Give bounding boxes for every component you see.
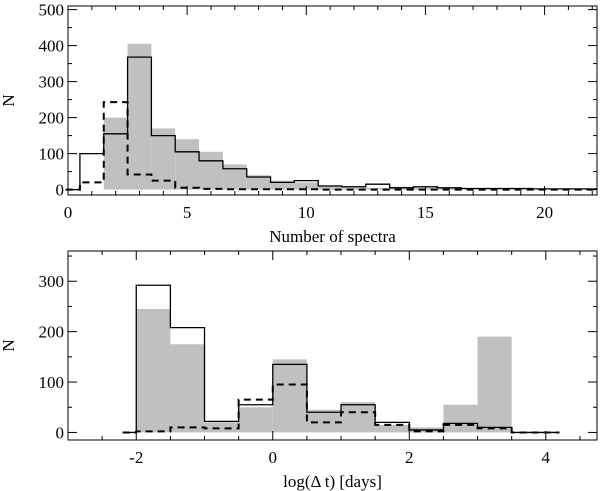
gray-histogram-bar bbox=[151, 128, 176, 190]
y-tick-label: 100 bbox=[39, 145, 65, 164]
solid-histogram-line bbox=[122, 284, 560, 434]
y-axis-label: N bbox=[0, 339, 18, 351]
gray-histogram-bar bbox=[175, 139, 200, 190]
gray-histogram-bar bbox=[272, 359, 307, 433]
y-tick-label: 500 bbox=[39, 1, 65, 20]
gray-histogram-bar bbox=[222, 164, 247, 190]
gray-histogram-bar bbox=[477, 336, 512, 433]
gray-histogram-bar bbox=[318, 185, 343, 190]
axes-frame bbox=[67, 250, 598, 441]
gray-histogram-bar bbox=[365, 187, 390, 190]
gray-histogram-bar bbox=[103, 117, 128, 190]
y-tick-label: 300 bbox=[39, 73, 65, 92]
gray-histogram-bar bbox=[246, 175, 271, 190]
y-tick-label: 400 bbox=[39, 37, 65, 56]
gray-histogram-bar bbox=[270, 180, 295, 190]
x-tick-label: 20 bbox=[536, 203, 553, 222]
gray-histogram-bar bbox=[443, 404, 478, 433]
y-tick-label: 100 bbox=[39, 373, 65, 392]
x-tick-label: 0 bbox=[64, 203, 73, 222]
dashed-histogram-line bbox=[65, 101, 597, 191]
y-tick-label: 0 bbox=[56, 181, 65, 200]
y-tick-label: 200 bbox=[39, 323, 65, 342]
gray-histogram-bar bbox=[238, 407, 273, 433]
gray-histogram-bar bbox=[136, 308, 171, 433]
solid-histogram-line bbox=[65, 56, 597, 191]
x-tick-label: 15 bbox=[417, 203, 434, 222]
y-tick-label: 300 bbox=[39, 272, 65, 291]
y-tick-label: 0 bbox=[56, 423, 65, 442]
axes-frame bbox=[67, 5, 598, 196]
gray-histogram-bar bbox=[199, 151, 223, 190]
dashed-histogram-line bbox=[122, 383, 560, 434]
x-axis-label: log(Δ t) [days] bbox=[283, 472, 382, 491]
gray-histogram-bar bbox=[127, 43, 152, 190]
gray-histogram-bar bbox=[170, 344, 205, 433]
gray-histogram-bar bbox=[342, 186, 366, 190]
x-tick-label: 5 bbox=[183, 203, 192, 222]
x-tick-label: 4 bbox=[542, 448, 551, 467]
x-tick-label: 10 bbox=[298, 203, 315, 222]
y-tick-label: 200 bbox=[39, 109, 65, 128]
y-axis-label: N bbox=[0, 94, 18, 106]
x-tick-label: 2 bbox=[405, 448, 414, 467]
x-tick-label: -2 bbox=[129, 448, 143, 467]
gray-histogram-bar bbox=[204, 422, 239, 433]
gray-histogram-bar bbox=[375, 424, 410, 433]
x-axis-label: Number of spectra bbox=[269, 227, 396, 246]
gray-histogram-bar bbox=[341, 402, 376, 433]
bottom-histogram-panel: -2 0 2 4 0 100 200 300 log(Δ t) [days] N bbox=[0, 250, 598, 491]
gray-histogram-bar bbox=[306, 409, 342, 433]
x-tick-label: 0 bbox=[269, 448, 278, 467]
